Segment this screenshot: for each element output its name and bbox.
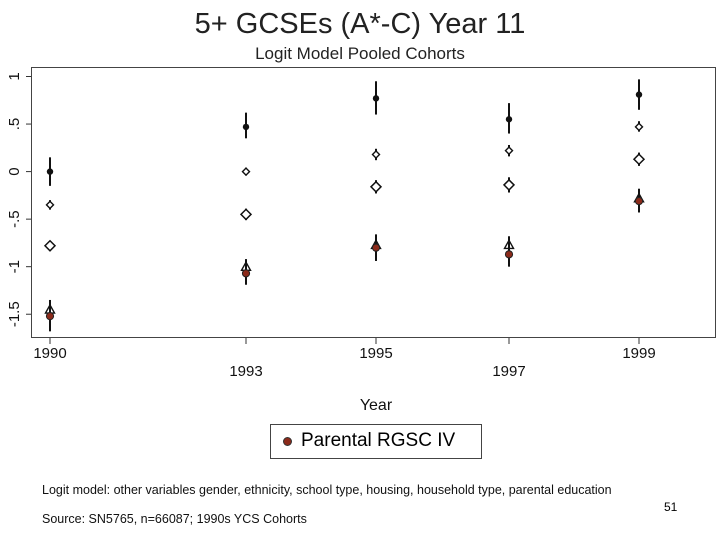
footnote: Logit model: other variables gender, eth… xyxy=(42,483,612,497)
data-point-diamond-large xyxy=(632,153,646,166)
y-tick-label: -1.5 xyxy=(6,301,23,327)
page-number: 51 xyxy=(664,500,678,514)
data-point-rgsc-iv xyxy=(504,250,514,259)
chart-subtitle: Logit Model Pooled Cohorts xyxy=(255,44,465,63)
data-point-rgsc-iv xyxy=(241,269,251,278)
x-tick-label: 1990 xyxy=(33,345,66,362)
y-tick-label: -1 xyxy=(6,260,23,273)
legend-box: Parental RGSC IV xyxy=(270,424,482,459)
data-point-rgsc-iv xyxy=(634,196,644,206)
data-point-diamond-small xyxy=(634,122,644,132)
plot-frame-border xyxy=(31,67,716,338)
y-tick-label: 1 xyxy=(6,72,23,80)
data-point-diamond-small xyxy=(504,146,514,156)
data-point-dot xyxy=(242,123,250,131)
x-tick-label: 1997 xyxy=(492,363,525,380)
data-point-dot xyxy=(505,116,513,123)
x-tick-label: 1999 xyxy=(622,345,655,362)
data-point-diamond-large xyxy=(502,178,516,191)
plot-area xyxy=(31,67,716,338)
data-point-diamond-large xyxy=(239,208,253,221)
legend-marker-dot xyxy=(283,437,292,446)
data-point-dot xyxy=(372,95,380,102)
data-point-dot xyxy=(46,168,54,175)
data-point-diamond-small xyxy=(241,167,251,177)
chart-svg xyxy=(31,67,716,338)
y-tick-label: 0 xyxy=(6,167,23,175)
x-axis-title: Year xyxy=(360,397,393,414)
chart-title: 5+ GCSEs (A*-C) Year 11 xyxy=(194,8,526,40)
legend-label: Parental RGSC IV xyxy=(301,430,456,451)
data-point-diamond-small xyxy=(371,149,381,159)
data-point-rgsc-iv xyxy=(371,243,381,252)
x-tick-label: 1995 xyxy=(359,345,392,362)
x-tick-label: 1993 xyxy=(229,363,262,380)
data-point-dot xyxy=(635,91,643,98)
data-point-diamond-large xyxy=(369,180,383,193)
y-tick-label: -.5 xyxy=(6,210,23,228)
data-point-diamond-large xyxy=(43,239,57,252)
data-point-diamond-small xyxy=(45,200,55,210)
source-note: Source: SN5765, n=66087; 1990s YCS Cohor… xyxy=(42,512,307,526)
data-point-rgsc-iv xyxy=(45,312,55,321)
y-tick-label: .5 xyxy=(6,118,23,131)
